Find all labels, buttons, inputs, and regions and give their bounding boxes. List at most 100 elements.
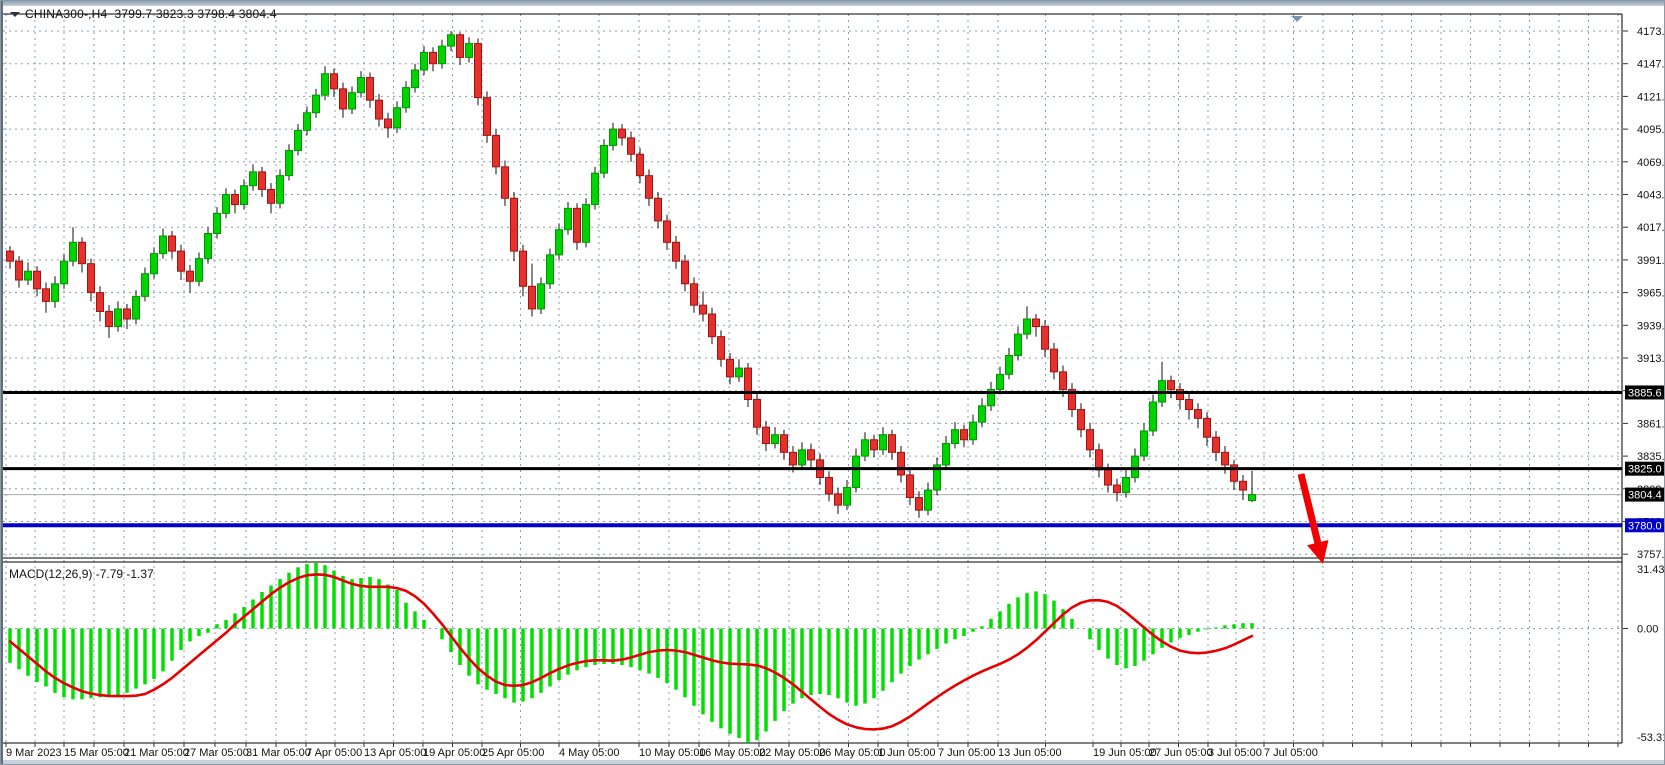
time-axis-label: 4 May 05:00 [559,747,620,759]
candle [204,227,212,264]
candle [60,253,68,289]
candle [195,252,203,287]
time-axis-label: 9 Mar 2023 [6,747,62,759]
candle [915,491,923,518]
candle [249,164,257,191]
price-axis-label: 4173.0 [1637,26,1665,38]
candle [177,244,185,281]
candle [528,263,536,317]
svg-text:3825.0: 3825.0 [1628,464,1662,476]
candle [1167,375,1175,399]
candle [240,179,248,210]
candle [1140,423,1148,462]
candle [330,68,338,97]
candle [159,228,167,259]
candles-layer[interactable] [6,31,1256,518]
candle [447,31,455,52]
price-axis-label: 3965.0 [1637,288,1665,300]
window-top-edge [1,1,1664,6]
macd-axis[interactable]: 31.43 0.00 -53.31 [1623,564,1665,744]
candle [672,236,680,269]
candle [276,169,284,209]
candle [537,277,545,314]
candle [942,435,950,470]
candle [51,276,59,308]
time-axis-label: 10 May 05:00 [639,747,706,759]
time-axis-label: 16 May 05:00 [699,747,766,759]
time-axis-label: 7 Jun 05:00 [938,747,996,759]
price-axis-label: 3835.0 [1637,451,1665,463]
candle [24,262,32,286]
candle [420,46,428,76]
candle [726,352,734,385]
time-axis-label: 19 Jun 05:00 [1093,747,1157,759]
candle [1014,326,1022,361]
candle [1122,469,1130,498]
candle [870,434,878,458]
candle [996,366,1004,395]
vertical-gridlines [5,14,1619,743]
candle [105,305,113,338]
price-axis-label: 4095.0 [1637,124,1665,136]
time-axis-label: 21 Mar 05:00 [124,747,189,759]
svg-text:3885.6: 3885.6 [1628,387,1662,399]
svg-text:3804.4: 3804.4 [1628,490,1662,502]
candle [897,446,905,483]
time-axis-label: 3 Jul 05:00 [1208,747,1262,759]
price-axis-label: 4121.0 [1637,91,1665,103]
candle [222,188,230,219]
candle [690,277,698,313]
candle [609,122,617,151]
candle [1149,394,1157,436]
down-arrow-annotation[interactable] [1297,473,1329,564]
candle [591,166,599,210]
price-axis-label: 3991.0 [1637,255,1665,267]
macd-scale-min: -53.31 [1637,732,1665,744]
candle [762,420,770,452]
candle [654,191,662,229]
candle [1077,403,1085,438]
candle [357,71,365,98]
candle [6,246,14,269]
price-badge-3804-4: 3804.4 [1625,487,1664,502]
candle [510,191,518,262]
price-axis-label: 4069.0 [1637,157,1665,169]
candle [186,264,194,293]
candle [546,248,554,289]
candle [393,101,401,133]
candle [564,202,572,235]
candle [348,86,356,115]
candle [384,112,392,138]
symbol-dropdown-icon[interactable] [10,12,20,17]
candle [69,227,77,267]
candle [717,330,725,367]
time-axis-label: 19 Apr 05:00 [423,747,485,759]
candle [906,468,914,506]
candle [465,37,473,63]
candle [681,254,689,292]
candle [969,414,977,445]
candle [933,457,941,496]
chart-shift-marker-icon[interactable] [1291,16,1303,22]
candle [1185,393,1193,420]
time-axis-label: 7 Apr 05:00 [306,747,362,759]
candle [1194,403,1202,429]
candle [1086,423,1094,458]
candle [150,247,158,279]
candle [519,244,527,297]
candle [1023,306,1031,340]
price-badge-3885-6: 3885.6 [1625,385,1664,400]
candle [429,47,437,72]
candle [753,393,761,435]
candle [96,286,104,322]
time-axis-label: 25 Apr 05:00 [482,747,544,759]
price-axis-label: 3913.0 [1637,353,1665,365]
candle [573,203,581,250]
candle [852,448,860,493]
price-badge-3780-0: 3780.0 [1625,518,1664,533]
candle [555,223,563,260]
chart-title: CHINA300-,H4 3799.7 3823.3 3798.4 3804.4 [25,7,277,21]
